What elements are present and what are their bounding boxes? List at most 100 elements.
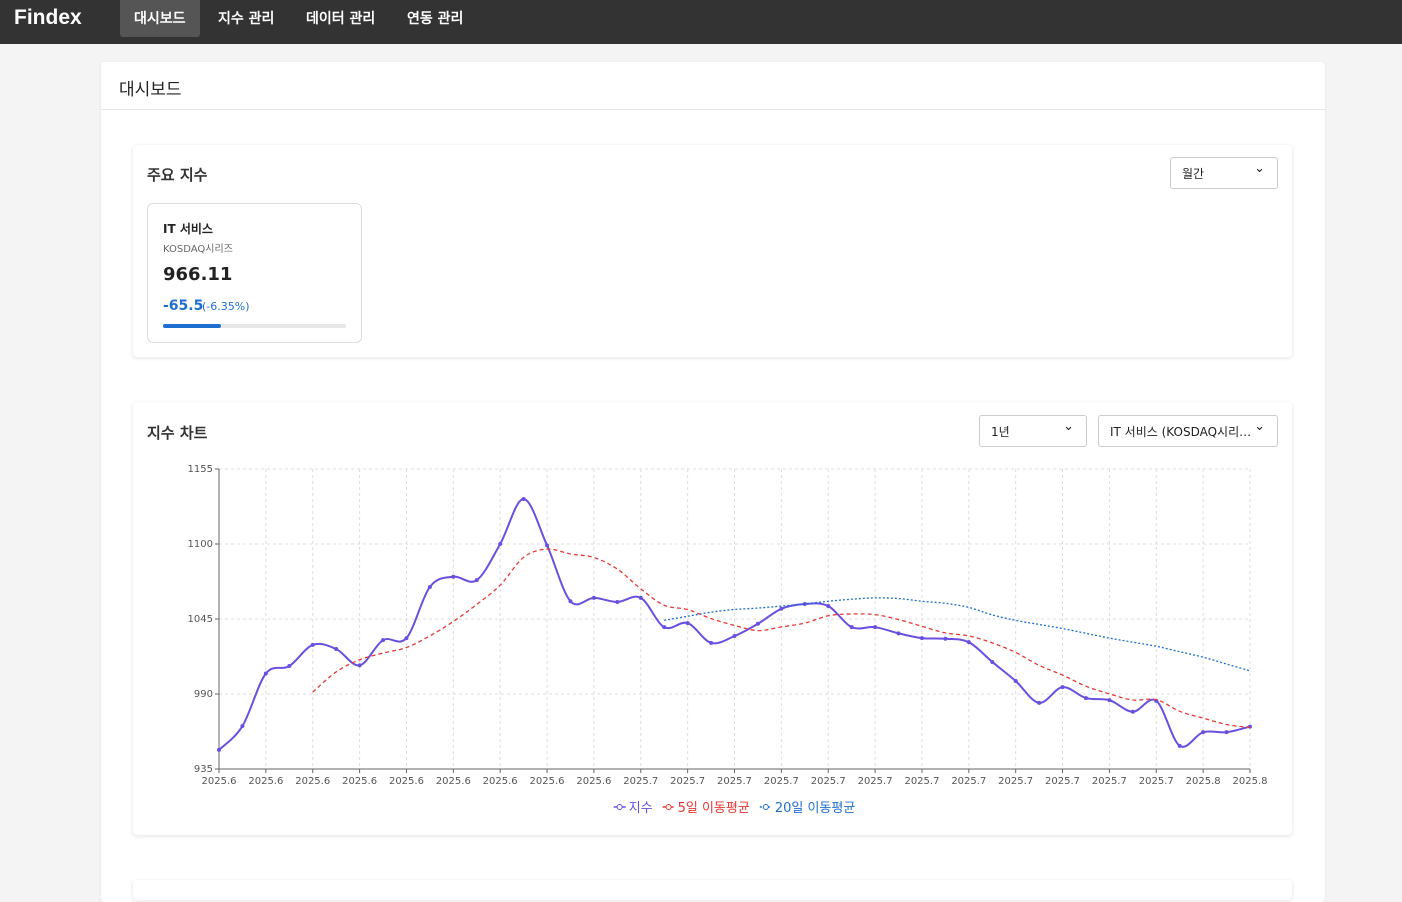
point [638, 595, 643, 600]
x-tick-label: 2025.7 [858, 776, 893, 787]
legend-marker [616, 804, 623, 810]
x-tick-label: 2025.7 [764, 776, 799, 787]
point [1177, 743, 1182, 748]
x-tick-label: 2025.6 [576, 776, 611, 787]
x-tick-label: 2025.6 [295, 776, 330, 787]
point [966, 640, 971, 645]
x-tick-label: 2025.7 [717, 776, 752, 787]
progress-track [163, 324, 346, 328]
x-tick-label: 2025.7 [670, 776, 705, 787]
x-tick-label: 2025.6 [389, 776, 424, 787]
x-tick-label: 2025.7 [1045, 776, 1080, 787]
x-tick-label: 2025.6 [342, 776, 377, 787]
point [404, 636, 409, 641]
index-series: KOSDAQ시리즈 [163, 244, 233, 255]
point [1060, 685, 1065, 690]
nav-item[interactable]: 지수 관리 [218, 11, 275, 27]
nav-item[interactable]: 대시보드 [120, 0, 200, 37]
legend-label: 5일 이동평균 [678, 801, 750, 816]
x-tick-label: 2025.6 [530, 776, 565, 787]
point [310, 642, 315, 647]
range-select[interactable]: 1년 [979, 415, 1087, 447]
point [451, 574, 456, 579]
point [943, 636, 948, 641]
x-tick-label: 2025.8 [1186, 776, 1221, 787]
point [240, 724, 245, 729]
top-nav: Findex 대시보드 지수 관리 데이터 관리 연동 관리 [0, 0, 1402, 44]
point [755, 621, 760, 626]
point [1224, 730, 1229, 735]
point [217, 747, 221, 752]
point [1130, 709, 1135, 714]
point [1013, 679, 1018, 684]
point [1201, 730, 1206, 735]
point [568, 599, 573, 604]
divider [101, 109, 1325, 110]
period-select[interactable]: 월간 [1170, 157, 1278, 189]
index-value: 966.11 [163, 264, 233, 285]
point [287, 664, 292, 669]
nav-item[interactable]: 연동 관리 [407, 11, 464, 27]
point [357, 663, 362, 668]
point [685, 621, 690, 626]
y-tick-label: 1155 [188, 464, 213, 475]
x-tick-label: 2025.6 [248, 776, 283, 787]
point [474, 578, 479, 583]
section-title: 지수 차트 [147, 424, 208, 442]
x-tick-label: 2025.7 [623, 776, 658, 787]
next-card [133, 880, 1292, 900]
point [1037, 700, 1042, 705]
point [779, 606, 784, 611]
index-select[interactable]: IT 서비스 (KOSDAQ시리… [1098, 415, 1278, 447]
point [709, 640, 714, 645]
point [545, 543, 550, 548]
x-tick-label: 2025.6 [202, 776, 237, 787]
point [826, 604, 831, 609]
point [873, 625, 878, 630]
point [990, 659, 995, 664]
index-change-pct: (-6.35%) [202, 300, 250, 313]
index-change: -65.5 [163, 298, 204, 314]
y-tick-label: 990 [194, 689, 213, 700]
index-card[interactable]: IT 서비스 KOSDAQ시리즈 966.11 -65.5 (-6.35%) [147, 203, 362, 343]
progress-fill [163, 324, 221, 328]
point [498, 542, 503, 546]
nav-item[interactable]: 데이터 관리 [306, 11, 376, 27]
point [1107, 698, 1112, 703]
point [849, 625, 854, 630]
legend-marker [665, 804, 672, 810]
point [381, 638, 386, 643]
y-tick-label: 935 [194, 764, 213, 775]
series-line [312, 548, 1251, 729]
point [919, 636, 924, 641]
point [896, 631, 901, 636]
point [732, 634, 737, 639]
legend-label: 지수 [629, 801, 653, 816]
legend-label: 20일 이동평균 [775, 801, 856, 816]
chart: 935 990 1045 1100 1155 2025.6 2025.6 2025.6 2025… [188, 464, 1268, 816]
point [521, 497, 526, 501]
page-title: 대시보드 [119, 80, 182, 100]
x-tick-label: 2025.7 [811, 776, 846, 787]
point [427, 584, 432, 589]
point [1083, 696, 1088, 701]
x-tick-label: 2025.6 [483, 776, 518, 787]
point [591, 595, 596, 600]
logo[interactable]: Findex [14, 6, 82, 29]
y-tick-label: 1045 [188, 614, 213, 625]
y-tick-label: 1100 [188, 539, 213, 550]
x-tick-label: 2025.7 [1092, 776, 1127, 787]
point [263, 671, 268, 676]
x-tick-label: 2025.6 [436, 776, 471, 787]
x-tick-label: 2025.7 [951, 776, 986, 787]
x-tick-label: 2025.7 [998, 776, 1033, 787]
legend-marker [762, 804, 769, 810]
point [662, 625, 667, 630]
section-title: 주요 지수 [147, 166, 208, 184]
x-tick-label: 2025.7 [1139, 776, 1174, 787]
series-line [664, 597, 1251, 672]
x-tick-label: 2025.8 [1233, 776, 1268, 787]
point [334, 647, 339, 651]
legend: 지수 5일 이동평균 20일 이동평균 [613, 801, 856, 816]
